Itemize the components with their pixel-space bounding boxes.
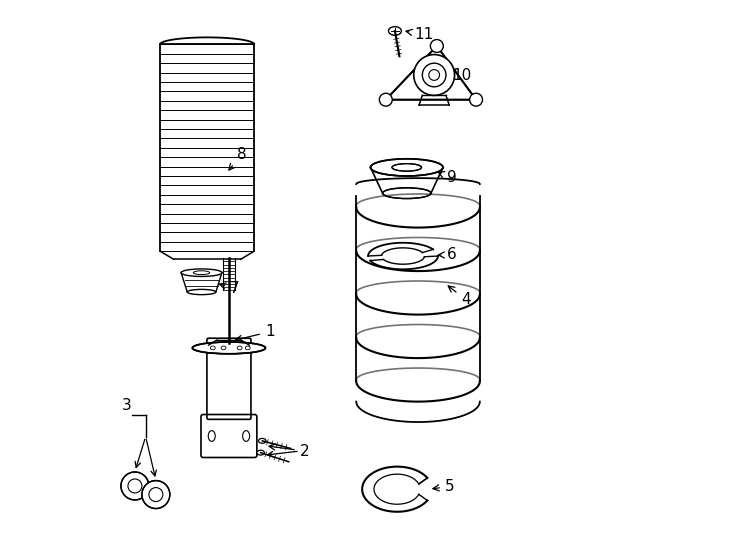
Text: 6: 6 [438, 247, 457, 262]
Text: 10: 10 [440, 68, 471, 90]
Ellipse shape [371, 159, 443, 176]
Text: 1: 1 [236, 325, 275, 341]
Circle shape [121, 472, 149, 500]
Text: 3: 3 [121, 398, 131, 413]
Ellipse shape [245, 346, 250, 350]
Circle shape [430, 39, 443, 52]
Ellipse shape [257, 450, 264, 455]
Circle shape [379, 93, 392, 106]
Ellipse shape [392, 164, 421, 171]
Ellipse shape [221, 346, 226, 350]
Circle shape [414, 55, 454, 96]
Ellipse shape [192, 342, 266, 354]
Circle shape [429, 70, 440, 80]
Circle shape [422, 63, 446, 87]
Ellipse shape [388, 26, 401, 35]
Text: 2: 2 [269, 443, 310, 458]
Text: 9: 9 [438, 170, 457, 185]
Text: 8: 8 [229, 147, 247, 170]
Text: 7: 7 [219, 281, 239, 296]
Polygon shape [386, 46, 476, 100]
Circle shape [142, 481, 170, 509]
Ellipse shape [211, 346, 215, 350]
Text: 4: 4 [448, 286, 470, 307]
Ellipse shape [258, 438, 266, 443]
Text: 5: 5 [433, 479, 454, 494]
Text: 11: 11 [406, 27, 434, 42]
Ellipse shape [237, 346, 242, 350]
Circle shape [470, 93, 482, 106]
Ellipse shape [382, 188, 431, 199]
